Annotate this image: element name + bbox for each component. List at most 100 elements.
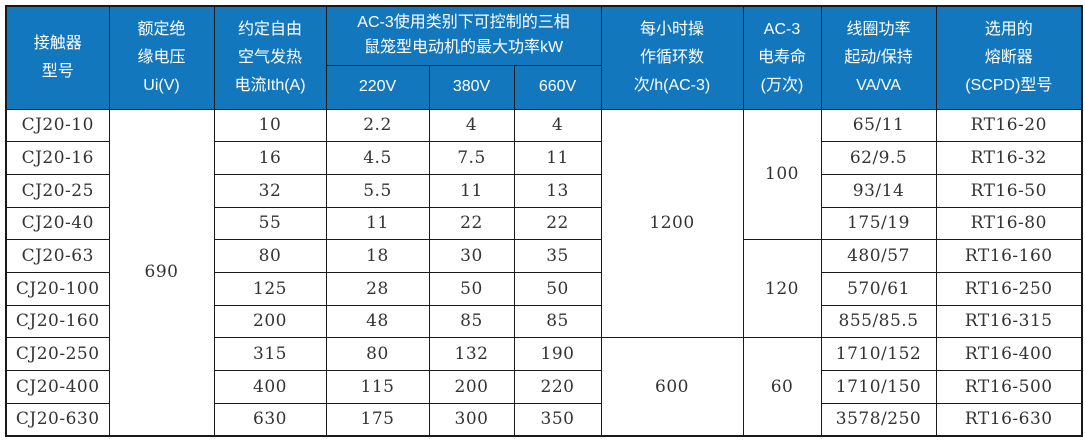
header-thermal-current: 约定自由 空气发热 电流Ith(A) [213,5,327,110]
cell-fuse: RT16-315 [935,304,1083,339]
cell-coil: 62/9.5 [820,141,937,175]
cell-kw-220: 18 [325,239,430,273]
cell-kw-660: 50 [513,271,602,306]
cell-fuse: RT16-20 [935,108,1083,143]
cell-ith: 80 [213,239,327,273]
cell-kw-380: 7.5 [428,141,515,175]
cell-ith: 400 [213,370,327,404]
cell-model: CJ20-25 [5,173,110,208]
cell-model: CJ20-10 [5,108,110,143]
cell-coil: 570/61 [820,271,937,306]
cell-kw-660: 350 [513,402,602,437]
cell-kw-660: 13 [513,173,602,208]
cell-kw-380: 4 [428,108,515,143]
cell-ith: 32 [213,173,327,208]
table-row: CJ20-40 55 11 22 22 175/19 RT16-80 [5,206,1083,241]
cell-coil: 93/14 [820,173,937,208]
cell-insulation-voltage: 690 [108,108,215,437]
cell-kw-660: 220 [513,370,602,404]
cell-kw-380: 50 [428,271,515,306]
cell-electrical-life: 120 [742,239,822,339]
cell-model: CJ20-63 [5,239,110,273]
cell-coil: 175/19 [820,206,937,241]
cell-coil: 3578/250 [820,402,937,437]
cell-fuse: RT16-50 [935,173,1083,208]
cell-fuse: RT16-80 [935,206,1083,241]
table-row: CJ20-630 630 175 300 350 3578/250 RT16-6… [5,402,1083,437]
cell-kw-380: 132 [428,337,515,371]
table-row: CJ20-10 690 10 2.2 4 4 1200 100 65/11 RT… [5,108,1083,437]
table-row: CJ20-400 400 115 200 220 1710/150 RT16-5… [5,370,1083,404]
cell-kw-660: 190 [513,337,602,371]
cell-model: CJ20-40 [5,206,110,241]
cell-ith: 630 [213,402,327,437]
header-660v: 660V [513,64,602,110]
cell-kw-220: 4.5 [325,141,430,175]
cell-kw-380: 22 [428,206,515,241]
cell-kw-660: 85 [513,304,602,339]
table-row: CJ20-100 125 28 50 50 570/61 RT16-250 [5,271,1083,306]
cell-cycles-per-hour: 1200 [600,108,744,339]
header-fuse-type: 选用的 熔断器 (SCPD)型号 [935,5,1083,110]
cell-fuse: RT16-500 [935,370,1083,404]
cell-kw-220: 80 [325,337,430,371]
cell-kw-380: 200 [428,370,515,404]
cell-electrical-life: 60 [742,337,822,437]
cell-kw-380: 30 [428,239,515,273]
cell-coil: 480/57 [820,239,937,273]
cell-fuse: RT16-32 [935,141,1083,175]
header-electrical-life: AC-3 电寿命 (万次) [742,5,822,110]
cell-ith: 16 [213,141,327,175]
cell-coil: 65/11 [820,108,937,143]
cell-ith: 10 [213,108,327,143]
table-row: CJ20-16 16 4.5 7.5 11 62/9.5 RT16-32 [5,141,1083,175]
header-insulation-voltage: 额定绝 缘电压 Ui(V) [108,5,215,110]
cell-model: CJ20-16 [5,141,110,175]
table-body: CJ20-10 690 10 2.2 4 4 1200 100 65/11 RT… [5,108,1083,437]
cell-fuse: RT16-400 [935,337,1083,371]
cell-kw-220: 48 [325,304,430,339]
cell-kw-220: 11 [325,206,430,241]
header-model: 接触器 型号 [5,5,110,110]
cell-coil: 855/85.5 [820,304,937,339]
cell-kw-220: 115 [325,370,430,404]
cell-ith: 200 [213,304,327,339]
cell-model: CJ20-160 [5,304,110,339]
cell-kw-220: 2.2 [325,108,430,143]
header-cycles-per-hour: 每小时操 作循环数 次/h(AC-3) [600,5,744,110]
cell-kw-660: 35 [513,239,602,273]
cell-coil: 1710/150 [820,370,937,404]
cell-cycles-per-hour: 600 [600,337,744,437]
header-max-power-group: AC-3使用类别下可控制的三相 鼠笼型电动机的最大功率kW [325,5,602,66]
cell-coil: 1710/152 [820,337,937,371]
cell-model: CJ20-250 [5,337,110,371]
header-380v: 380V [428,64,515,110]
cell-kw-220: 5.5 [325,173,430,208]
cell-fuse: RT16-160 [935,239,1083,273]
cell-kw-660: 4 [513,108,602,143]
table-header: 接触器 型号 额定绝 缘电压 Ui(V) 约定自由 空气发热 电流Ith(A) … [5,5,1083,110]
header-220v: 220V [325,64,430,110]
cell-fuse: RT16-630 [935,402,1083,437]
table-row: CJ20-25 32 5.5 11 13 93/14 RT16-50 [5,173,1083,208]
cell-kw-660: 22 [513,206,602,241]
cell-kw-380: 11 [428,173,515,208]
cell-fuse: RT16-250 [935,271,1083,306]
cell-model: CJ20-630 [5,402,110,437]
cell-kw-220: 28 [325,271,430,306]
cell-model: CJ20-400 [5,370,110,404]
contactor-spec-table: 接触器 型号 额定绝 缘电压 Ui(V) 约定自由 空气发热 电流Ith(A) … [5,5,1084,437]
table-row: CJ20-250 315 80 132 190 600 60 1710/152 … [5,337,1083,437]
cell-kw-660: 11 [513,141,602,175]
cell-ith: 55 [213,206,327,241]
cell-model: CJ20-100 [5,271,110,306]
table-row: CJ20-63 80 18 30 35 120 480/57 RT16-160 [5,239,1083,339]
cell-ith: 315 [213,337,327,371]
cell-kw-380: 85 [428,304,515,339]
header-coil-power: 线圈功率 起动/保持 VA/VA [820,5,937,110]
cell-ith: 125 [213,271,327,306]
cell-kw-220: 175 [325,402,430,437]
cell-electrical-life: 100 [742,108,822,241]
cell-kw-380: 300 [428,402,515,437]
